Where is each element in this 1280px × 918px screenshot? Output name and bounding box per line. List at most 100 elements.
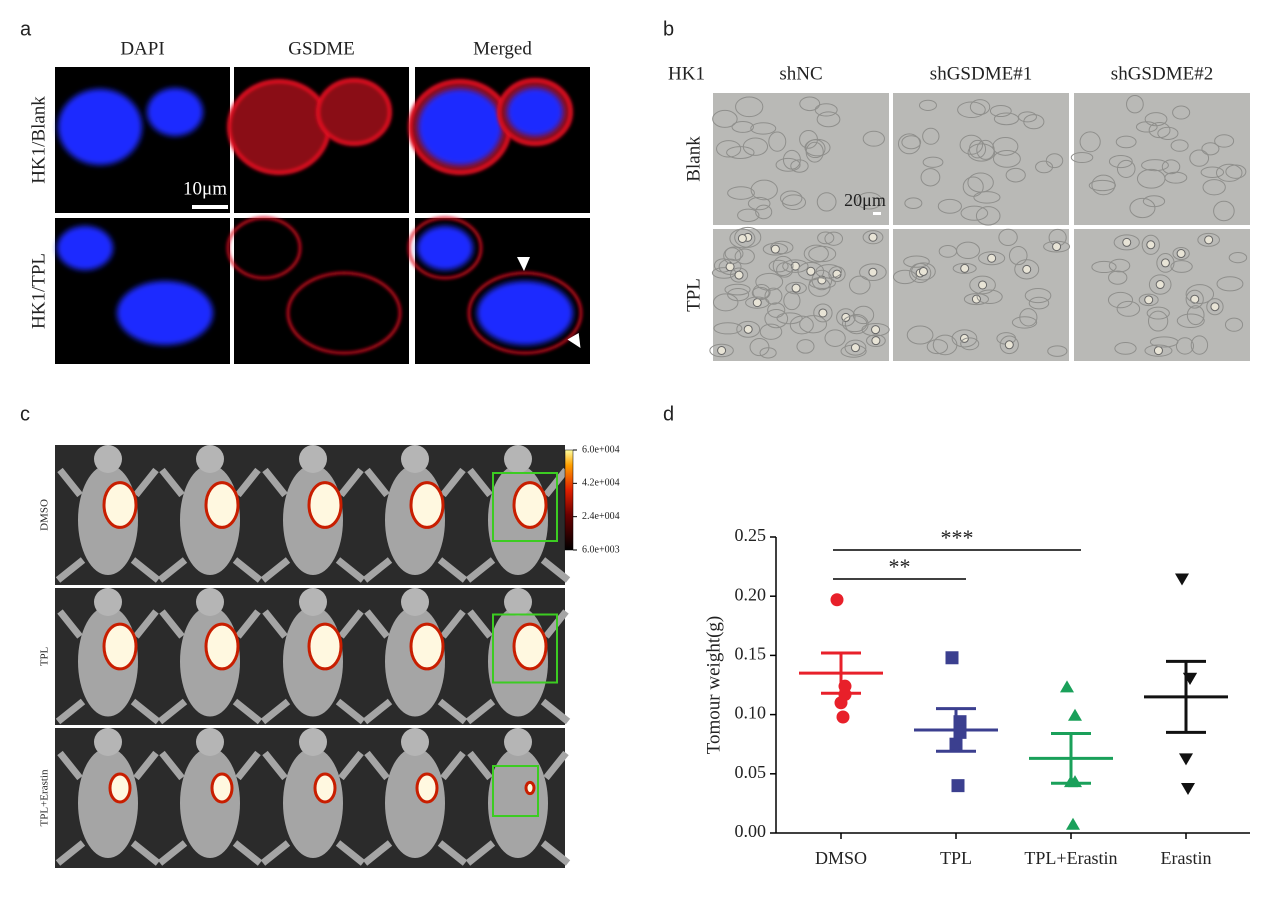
gsdme-signal [226, 216, 302, 280]
cell [785, 281, 807, 295]
round-cell [770, 244, 780, 254]
cell [1170, 260, 1193, 273]
phase-image [1074, 229, 1250, 361]
tumor-signal [409, 622, 445, 671]
mouse-limbs [260, 750, 366, 866]
cell [978, 251, 1006, 266]
tumor-signal [409, 481, 445, 529]
cell [1176, 313, 1205, 329]
cell [1008, 245, 1028, 266]
gsdme-signal [227, 79, 331, 175]
cell [844, 339, 867, 356]
gsdme-signal [316, 78, 392, 146]
cell [892, 269, 917, 285]
mouse-head [299, 445, 327, 473]
cell [764, 309, 789, 329]
cell [816, 111, 841, 128]
round-cell [725, 262, 735, 272]
colorbar-tick-label: 2.4e+004 [582, 511, 620, 522]
tumor-signal [313, 772, 337, 804]
cell [799, 96, 821, 112]
cell [799, 315, 828, 334]
micrograph [234, 218, 409, 364]
row-label: TPL+Erastin [39, 769, 51, 826]
cell [1213, 200, 1235, 222]
cell [1045, 153, 1064, 169]
cell [1079, 131, 1101, 153]
cell [969, 99, 991, 115]
cell [1144, 112, 1168, 127]
cell [973, 191, 1001, 204]
data-point [1179, 753, 1193, 766]
row-label: TPL [683, 278, 704, 312]
cell [848, 275, 871, 295]
cell [862, 130, 885, 147]
cell [1116, 300, 1141, 317]
cell [780, 190, 803, 206]
cell [866, 334, 886, 348]
cell [901, 135, 922, 150]
y-tick-label: 0.25 [735, 525, 767, 545]
cell [712, 293, 739, 312]
round-cell [868, 232, 878, 242]
cell [789, 315, 814, 335]
cell [998, 228, 1018, 246]
cell [967, 172, 994, 193]
gsdme-signal [286, 271, 402, 355]
cell [1228, 252, 1248, 264]
cell [1185, 284, 1215, 304]
cell [1200, 166, 1225, 179]
cell [1107, 291, 1134, 309]
cell [750, 179, 778, 201]
cell [1091, 174, 1116, 196]
cell [727, 186, 755, 200]
cell [1136, 168, 1166, 189]
cell [797, 262, 825, 281]
y-tick-label: 0.20 [735, 584, 767, 604]
mouse-head [504, 445, 532, 473]
cell [759, 347, 777, 359]
cell [1147, 310, 1169, 332]
column-header: shNC [779, 63, 822, 84]
cell [951, 329, 978, 348]
nucleus [57, 226, 113, 270]
cell [815, 264, 843, 279]
cell [1116, 159, 1136, 178]
cell [1135, 121, 1158, 133]
data-point [1060, 680, 1074, 693]
cell [852, 305, 875, 325]
cell [932, 334, 958, 356]
round-cell [806, 266, 816, 276]
mouse-head [196, 445, 224, 473]
tumor-signal [108, 772, 132, 804]
significance-label: *** [941, 525, 974, 550]
sem-bar [1166, 659, 1206, 734]
cell [856, 192, 883, 210]
cell [723, 247, 742, 265]
cell [781, 194, 807, 211]
cell [1201, 142, 1220, 156]
nucleus [418, 89, 502, 165]
cell [960, 205, 989, 221]
mouse-limbs [157, 467, 263, 583]
tumor-signal [415, 772, 439, 804]
sem-bar [1051, 732, 1091, 785]
cell [1142, 195, 1166, 208]
y-tick-label: 0.10 [735, 703, 767, 723]
round-cell [1146, 240, 1156, 250]
round-cell [1144, 295, 1154, 305]
mouse-head [94, 588, 122, 616]
mouse-limbs [157, 609, 263, 725]
round-cell [918, 266, 928, 276]
cell [1005, 167, 1026, 183]
cell [755, 272, 784, 291]
cell [755, 204, 773, 220]
panel-letter: c [20, 403, 30, 425]
cell [735, 96, 764, 118]
mouse-limbs [260, 609, 366, 725]
round-cell [1204, 235, 1214, 245]
cell [922, 156, 944, 168]
cell [959, 134, 984, 155]
mouse-head [196, 588, 224, 616]
panel-letter: a [20, 18, 32, 40]
